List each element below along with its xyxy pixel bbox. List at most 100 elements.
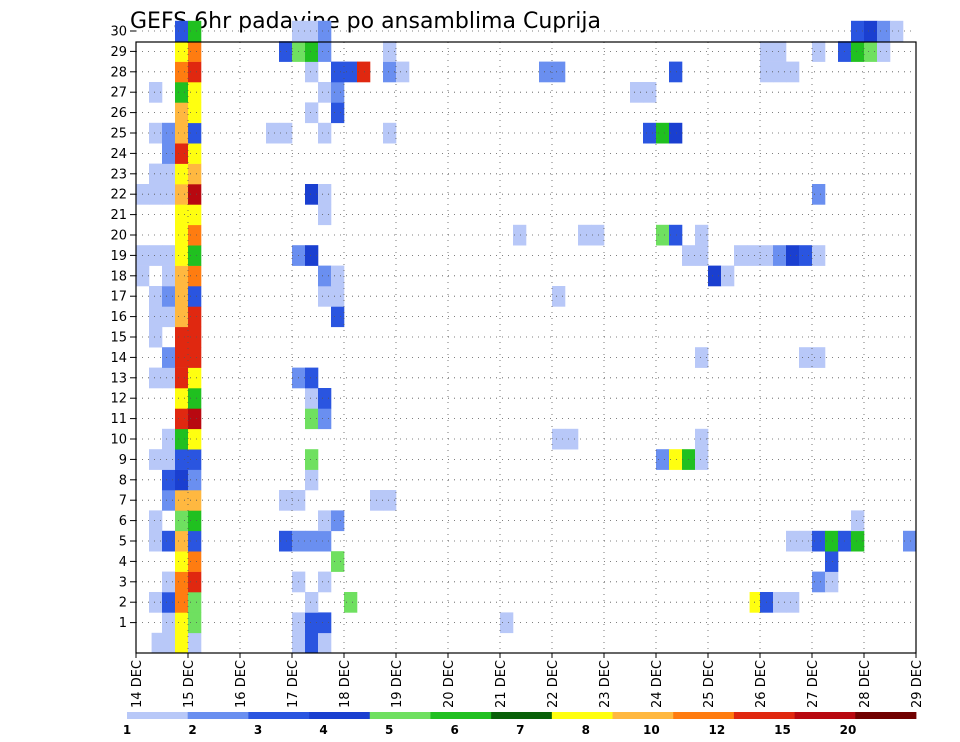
y-axis: 1234567891011121314151617181920212223242… bbox=[110, 25, 136, 631]
heatmap-cell bbox=[318, 388, 332, 409]
heatmap-cell bbox=[149, 82, 163, 103]
heatmap-cell bbox=[318, 408, 332, 430]
heatmap-cell bbox=[175, 367, 189, 389]
heatmap-cell bbox=[656, 122, 670, 144]
heatmap-cell bbox=[799, 347, 813, 368]
heatmap-cell bbox=[669, 224, 683, 246]
heatmap-cell bbox=[344, 61, 358, 83]
heatmap-cell bbox=[162, 571, 176, 593]
y-tick-label: 18 bbox=[110, 269, 127, 284]
heatmap-cell bbox=[175, 286, 189, 307]
y-tick-label: 30 bbox=[110, 25, 127, 40]
colorbar-label: 7 bbox=[516, 723, 524, 737]
heatmap-cell bbox=[175, 551, 189, 572]
heatmap-cell bbox=[188, 347, 202, 368]
heatmap-cell bbox=[786, 592, 800, 613]
heatmap-cell bbox=[188, 224, 202, 246]
heatmap-cell bbox=[149, 367, 163, 389]
heatmap-cell bbox=[175, 571, 189, 593]
heatmap-cell bbox=[188, 41, 202, 62]
heatmap-cell bbox=[851, 20, 865, 42]
heatmap-cell bbox=[318, 20, 332, 42]
x-tick-label: 21 DEC bbox=[494, 660, 509, 708]
heatmap-cell bbox=[305, 367, 319, 389]
heatmap-cell bbox=[799, 530, 813, 552]
heatmap-cell bbox=[383, 41, 397, 62]
y-tick-label: 12 bbox=[110, 392, 127, 407]
x-tick-label: 26 DEC bbox=[754, 660, 769, 708]
y-tick-label: 5 bbox=[119, 535, 127, 550]
heatmap-cell bbox=[513, 224, 527, 246]
heatmap-cell bbox=[812, 41, 826, 62]
heatmap-cell bbox=[318, 530, 332, 552]
colorbar-label: 20 bbox=[840, 723, 857, 737]
heatmap-cell bbox=[305, 41, 319, 62]
heatmap-cell bbox=[305, 61, 319, 83]
heatmap-cell bbox=[851, 510, 865, 532]
heatmap-cell bbox=[552, 286, 566, 307]
heatmap-cell bbox=[656, 449, 670, 470]
x-tick-label: 27 DEC bbox=[806, 660, 821, 708]
heatmap-cell bbox=[175, 326, 189, 348]
heatmap-cell bbox=[695, 449, 709, 470]
heatmap-cell bbox=[188, 245, 202, 266]
heatmap-cell bbox=[669, 61, 683, 83]
heatmap-cell bbox=[305, 102, 319, 124]
heatmap-cell bbox=[149, 530, 163, 552]
heatmap-cell bbox=[305, 388, 319, 409]
heatmap-cell bbox=[175, 41, 189, 62]
heatmap-cell bbox=[188, 490, 202, 511]
heatmap-cell bbox=[162, 367, 176, 389]
x-tick-label: 17 DEC bbox=[286, 660, 301, 708]
colorbar-swatch bbox=[430, 712, 492, 719]
heatmap-cell bbox=[188, 20, 202, 42]
heatmap-cell bbox=[149, 510, 163, 532]
colorbar-swatch bbox=[248, 712, 310, 719]
heatmap-cell bbox=[812, 530, 826, 552]
y-tick-label: 26 bbox=[110, 106, 127, 121]
heatmap-cell bbox=[851, 41, 865, 62]
x-tick-label: 16 DEC bbox=[234, 660, 249, 708]
heatmap-cell bbox=[890, 20, 904, 42]
heatmap-cell bbox=[175, 184, 189, 205]
colorbar-swatch bbox=[733, 712, 796, 719]
heatmap-cell bbox=[188, 61, 202, 83]
heatmap-cell bbox=[721, 265, 735, 287]
heatmap-cell bbox=[175, 530, 189, 552]
heatmap-cell bbox=[279, 41, 293, 62]
heatmap-cell bbox=[331, 306, 345, 328]
colorbar-swatch bbox=[612, 712, 674, 719]
heatmap-cell bbox=[149, 326, 163, 348]
x-tick-label: 23 DEC bbox=[598, 660, 613, 708]
heatmap-cell bbox=[188, 388, 202, 409]
colorbar-swatch bbox=[673, 712, 735, 719]
heatmap-cell bbox=[279, 530, 293, 552]
heatmap-cell bbox=[656, 224, 670, 246]
x-tick-label: 20 DEC bbox=[442, 660, 457, 708]
heatmap-cell bbox=[175, 449, 189, 470]
heatmap-cell bbox=[864, 20, 878, 42]
heatmap-cell bbox=[305, 530, 319, 552]
x-tick-label: 19 DEC bbox=[390, 660, 405, 708]
heatmap-cell bbox=[162, 163, 176, 185]
heatmap-cell bbox=[175, 122, 189, 144]
heatmap-cell bbox=[149, 245, 163, 266]
heatmap-cell bbox=[188, 551, 202, 572]
heatmap-cell bbox=[175, 102, 189, 124]
y-tick-label: 11 bbox=[110, 412, 127, 427]
colorbar-label: 10 bbox=[643, 723, 660, 737]
heatmap-cell bbox=[565, 428, 579, 450]
colorbar-swatch bbox=[309, 712, 371, 719]
heatmap-cell bbox=[396, 61, 410, 83]
colorbar-swatch bbox=[369, 712, 431, 719]
heatmap-cell bbox=[175, 82, 189, 103]
heatmap-cell bbox=[175, 143, 189, 164]
heatmap-cell bbox=[188, 530, 202, 552]
heatmap-cell bbox=[188, 428, 202, 450]
heatmap-cell bbox=[331, 265, 345, 287]
heatmap-cell bbox=[591, 224, 605, 246]
heatmap-cell bbox=[305, 408, 319, 430]
heatmap-cell bbox=[175, 612, 189, 634]
heatmap-cell bbox=[331, 510, 345, 532]
heatmap-cell bbox=[162, 530, 176, 552]
